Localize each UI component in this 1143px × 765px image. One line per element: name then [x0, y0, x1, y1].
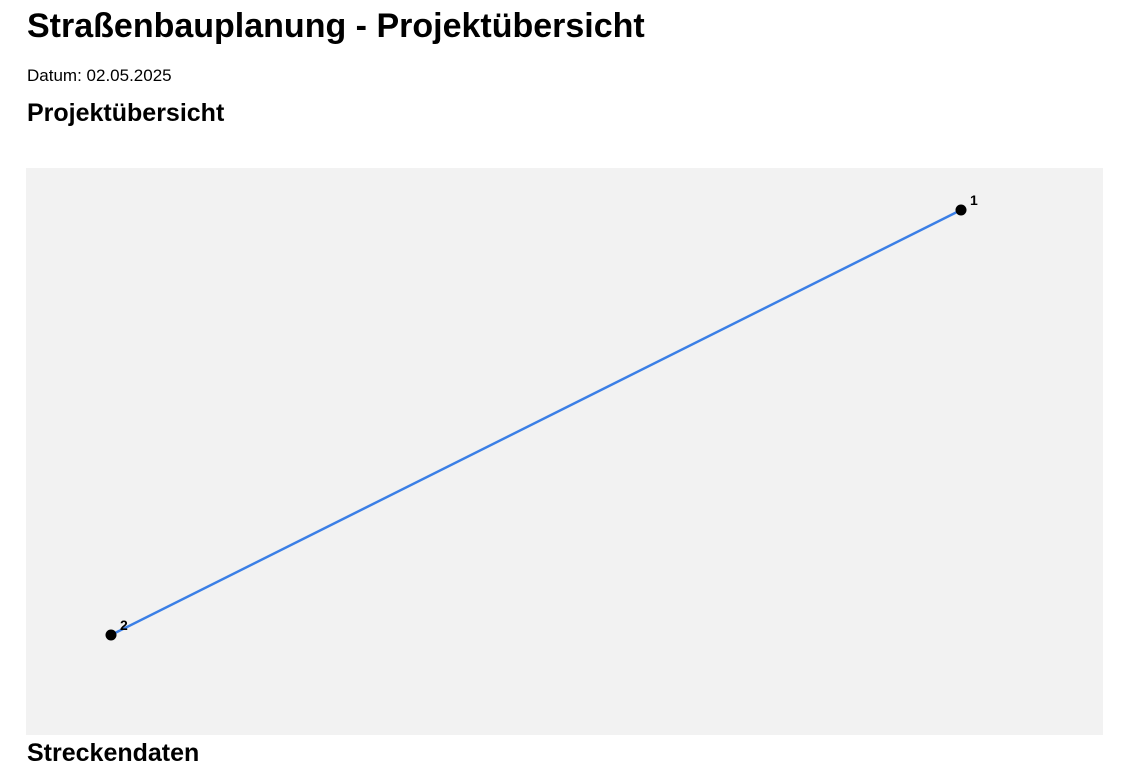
date-label: Datum:: [27, 66, 82, 85]
overview-heading: Projektübersicht: [27, 99, 225, 127]
route-point-1-label: 1: [970, 192, 978, 208]
date-value: 02.05.2025: [86, 66, 172, 85]
route-line[interactable]: [109, 208, 963, 637]
route-map[interactable]: 1 2: [26, 168, 1103, 735]
route-map-canvas[interactable]: 1 2: [26, 168, 1103, 735]
route-data-heading: Streckendaten: [27, 739, 200, 765]
date-line: Datum: 02.05.2025: [27, 66, 172, 86]
route-point-2-label: 2: [120, 617, 128, 633]
route-point-2-marker[interactable]: [105, 629, 117, 641]
route-point-1-marker[interactable]: [955, 204, 967, 216]
page-title: Straßenbauplanung - Projektübersicht: [27, 7, 645, 45]
